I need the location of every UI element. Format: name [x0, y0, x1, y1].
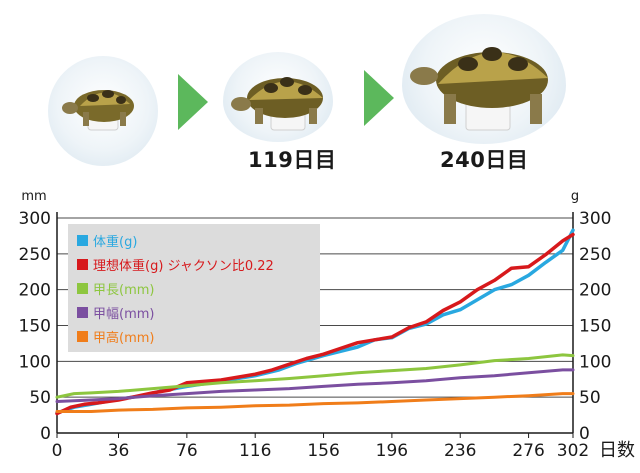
- x-axis-label: 日数: [599, 440, 635, 461]
- x-tick-label: 36: [108, 441, 130, 461]
- legend-label: 甲幅(mm): [93, 307, 154, 322]
- series-line: [55, 368, 575, 403]
- tortoise-photo-day-0: [48, 56, 158, 166]
- legend-swatch: [77, 259, 88, 270]
- x-tick-label: 0: [52, 441, 63, 461]
- x-tick-label: 236: [444, 441, 476, 461]
- y-tick-label-right: 200: [579, 281, 611, 301]
- x-tick-label: 76: [176, 441, 198, 461]
- tortoise-photo-day-119: [223, 52, 333, 142]
- y-tick-label-right: 50: [579, 388, 601, 408]
- tortoise-image: [62, 90, 134, 131]
- x-tick-label: 156: [307, 441, 339, 461]
- y-tick-label-left: 0: [40, 424, 51, 444]
- series-line: [55, 392, 575, 413]
- x-tick-label: 302: [557, 441, 589, 461]
- legend-label: 理想体重(g) ジャクソン比0.22: [93, 258, 274, 274]
- legend-swatch: [77, 331, 88, 342]
- y-tick-label-right: 250: [579, 245, 611, 265]
- y-axis-right-unit: g: [571, 189, 579, 204]
- series-line: [55, 353, 575, 399]
- y-tick-label-right: 300: [579, 209, 611, 229]
- photo-strip: 119日目 240日目: [0, 0, 640, 180]
- y-tick-label-left: 100: [19, 352, 51, 372]
- tortoise-photo-day-240: [402, 14, 566, 144]
- y-tick-label-left: 200: [19, 281, 51, 301]
- legend-label: 体重(g): [93, 234, 137, 250]
- legend-swatch: [77, 283, 88, 294]
- legend-label: 甲長(mm): [93, 283, 154, 298]
- y-tick-label-left: 50: [29, 388, 51, 408]
- y-tick-label-right: 100: [579, 352, 611, 372]
- x-tick-label: 116: [239, 441, 271, 461]
- legend-box: [68, 224, 320, 352]
- arrow-right-icon: [364, 70, 394, 126]
- y-tick-label-right: 150: [579, 317, 611, 337]
- x-tick-label: 276: [512, 441, 544, 461]
- legend-swatch: [77, 235, 88, 246]
- y-axis-left-unit: mm: [21, 189, 46, 204]
- tortoise-image: [410, 47, 548, 131]
- legend-label: 甲高(mm): [93, 330, 154, 346]
- legend-swatch: [77, 307, 88, 318]
- tortoise-image: [231, 77, 323, 131]
- y-tick-label-left: 300: [19, 209, 51, 229]
- y-tick-label-right: 0: [579, 424, 590, 444]
- y-tick-label-left: 250: [19, 245, 51, 265]
- x-tick-label: 196: [376, 441, 408, 461]
- photo-caption: 240日目: [440, 148, 529, 172]
- arrow-right-icon: [178, 74, 208, 130]
- photo-caption: 119日目: [248, 148, 337, 172]
- y-tick-label-left: 150: [19, 317, 51, 337]
